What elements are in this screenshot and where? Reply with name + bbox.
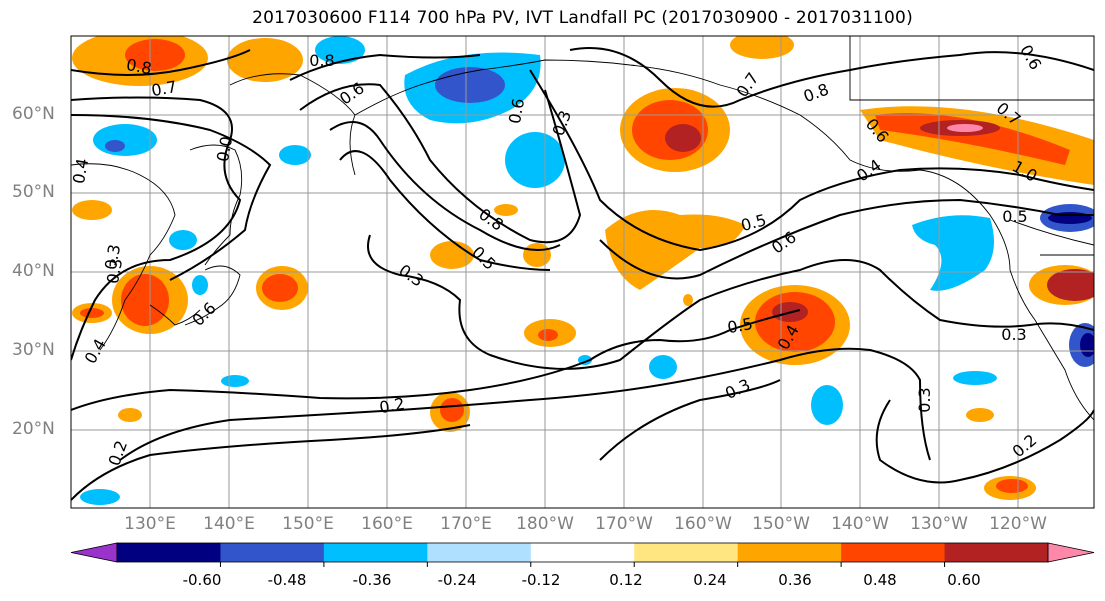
colorbar-tick-label: -0.12 — [521, 571, 561, 589]
lon-label: 150°E — [282, 514, 334, 534]
colorbar-tick-label: 0.36 — [778, 571, 812, 589]
lat-label: 50°N — [12, 182, 55, 202]
lon-label: 180°W — [516, 514, 574, 534]
colorbar-segment — [220, 543, 325, 562]
colorbar-segment — [737, 543, 842, 562]
lon-label: 160°W — [674, 514, 732, 534]
contour-label: 0.4 — [69, 157, 92, 185]
lon-label: 130°W — [910, 514, 968, 534]
contour-lines — [71, 47, 1094, 501]
contour-label: 0.3 — [101, 243, 124, 271]
lat-label: 20°N — [12, 419, 55, 439]
colorbar-extend-low — [70, 542, 118, 563]
colorbar-tick-label: 0.12 — [609, 571, 643, 589]
map-title: 2017030600 F114 700 hPa PV, IVT Landfall… — [252, 8, 913, 28]
contour-label: 0.3 — [103, 257, 126, 285]
plot-frame — [70, 35, 1095, 509]
colorbar-tick-label: 0.24 — [693, 571, 727, 589]
colorbar-segment — [530, 543, 635, 562]
colorbar — [70, 542, 1095, 567]
contour-label: 0.3 — [1001, 325, 1026, 344]
contour-label: 0.5 — [1002, 207, 1027, 226]
contour-label: 0.3 — [915, 387, 934, 412]
contour-label: 0.0 — [213, 135, 236, 163]
lat-label: 40°N — [12, 261, 55, 281]
contour-label: 0.5 — [726, 314, 754, 337]
colorbar-tick-label: -0.24 — [437, 571, 477, 589]
colorbar-tick-label: -0.60 — [182, 571, 222, 589]
lat-label: 30°N — [12, 340, 55, 360]
graticule — [71, 36, 1094, 508]
colorbar-segment — [634, 543, 739, 562]
contour-label: 0.8 — [125, 55, 153, 78]
lon-label: 170°E — [440, 514, 492, 534]
colorbar-segment — [841, 543, 946, 562]
contour-label: 0.7 — [150, 77, 178, 100]
colorbar-segment — [944, 543, 1049, 562]
lat-label: 60°N — [12, 104, 55, 124]
lon-label: 150°W — [752, 514, 810, 534]
lon-label: 160°E — [361, 514, 413, 534]
lon-label: 130°E — [124, 514, 176, 534]
colorbar-segment — [323, 543, 428, 562]
lon-label: 140°W — [831, 514, 889, 534]
colorbar-segment — [427, 543, 532, 562]
contour-label: 0.2 — [378, 394, 406, 417]
lon-label: 140°E — [203, 514, 255, 534]
colorbar-tick-label: 0.48 — [863, 571, 897, 589]
colorbar-frame — [116, 542, 1049, 563]
colorbar-tick-label: -0.36 — [352, 571, 392, 589]
lon-label: 120°W — [989, 514, 1047, 534]
contour-label: 0.6 — [505, 97, 528, 125]
colorbar-extend-high — [1047, 542, 1095, 563]
lon-label: 170°W — [595, 514, 653, 534]
contour-label: 0.8 — [309, 51, 334, 70]
colorbar-segment — [117, 543, 221, 562]
colorbar-tick-label: 0.60 — [947, 571, 981, 589]
colorbar-tick-label: -0.48 — [267, 571, 307, 589]
